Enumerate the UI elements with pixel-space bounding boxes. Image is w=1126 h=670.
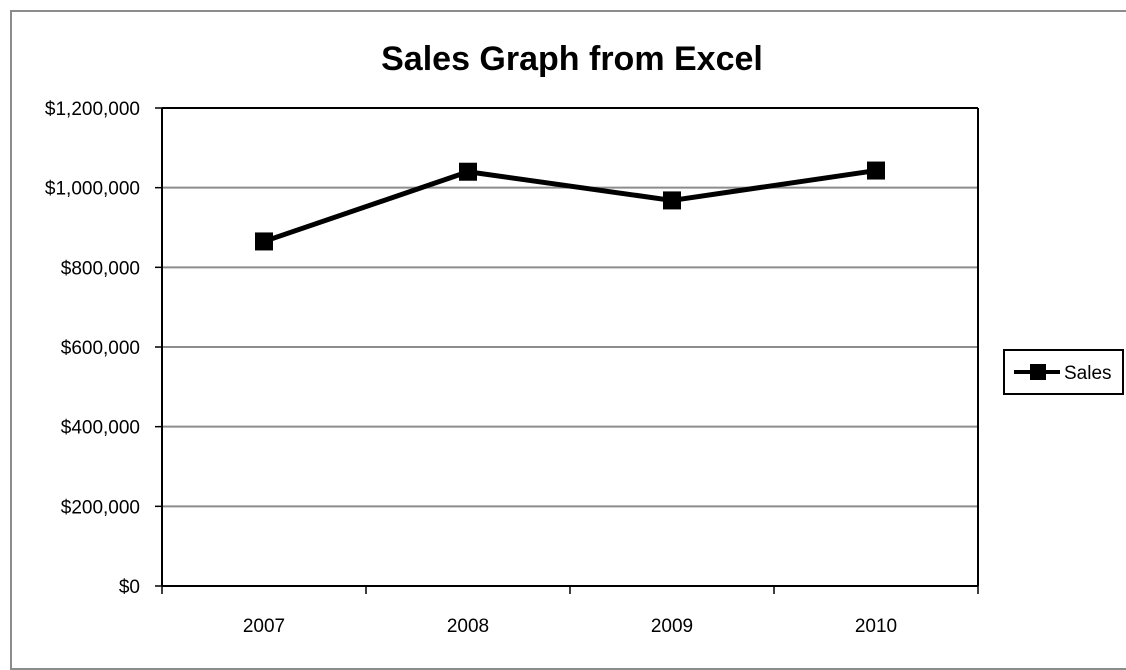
x-tick-label: 2010 [855,616,897,637]
y-tick-label: $0 [119,577,140,598]
y-tick-label: $600,000 [61,338,140,359]
data-point-marker [663,191,681,210]
series-sales [255,161,885,251]
y-tick-label: $1,000,000 [45,179,140,200]
legend-marker-swatch [1030,364,1046,380]
data-point-marker [459,162,477,181]
y-tick-label: $800,000 [61,258,140,279]
legend: Sales [1003,349,1124,395]
x-tick-label: 2007 [243,616,285,637]
y-axis-tick-labels: $0 $200,000 $400,000 $600,000 $800,000 $1,000… [45,99,140,598]
x-axis-tick-labels: 2007 2008 2009 2010 [243,616,897,637]
axes [155,107,979,594]
data-point-marker [255,232,273,251]
y-tick-label: $400,000 [61,418,140,439]
chart-title: Sales Graph from Excel [381,40,763,78]
series-line [263,168,877,244]
data-point-marker [867,161,885,180]
y-tick-label: $200,000 [61,497,140,518]
grid-lines [162,107,978,508]
x-tick-label: 2009 [651,616,693,637]
chart-frame [10,10,1126,670]
x-tick-label: 2008 [447,616,489,637]
legend-label-sales: Sales [1064,363,1112,384]
y-tick-label: $1,200,000 [45,99,140,120]
